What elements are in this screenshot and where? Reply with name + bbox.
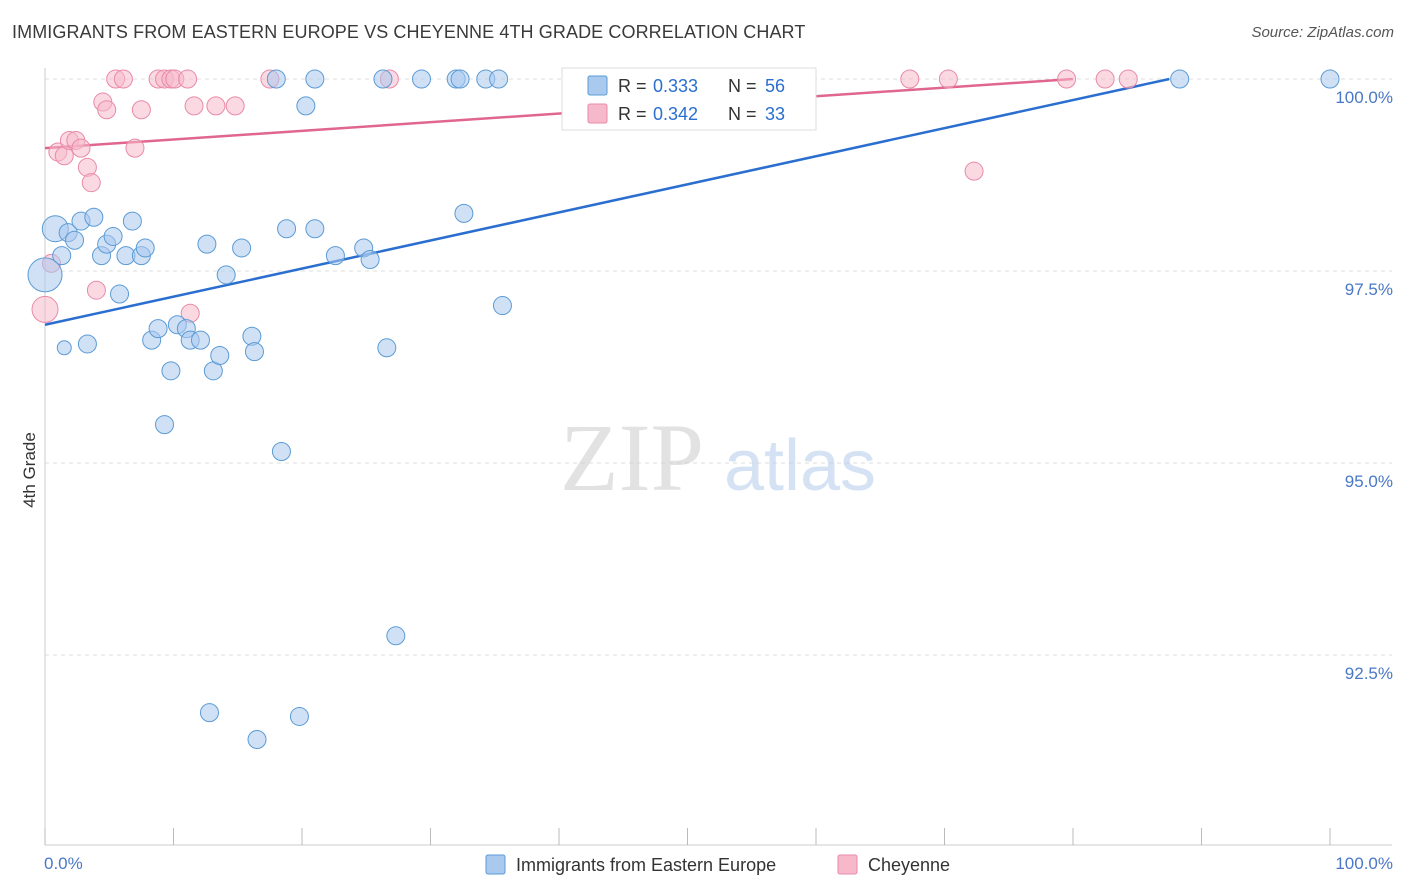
blue-point-5 [84,207,104,227]
source-label: Source: ZipAtlas.com [1251,24,1394,41]
pink-point-29 [1057,69,1077,89]
x-tick-label-1: 100.0% [1335,854,1393,873]
blue-point-9 [110,284,130,304]
pink-point-7 [81,173,101,193]
grid-lines [45,78,1392,656]
series-legend-label-1: Immigrants from Eastern Europe [516,855,776,875]
blue-point-42 [412,69,432,89]
blue-point-55 [56,340,72,356]
blue-point-17 [155,415,175,435]
blue-point-51 [199,703,219,723]
blue-point-31 [271,441,291,461]
x-tick-label-0: 0.0% [44,854,83,873]
pink-point-31 [1118,69,1138,89]
pink-point-13 [125,138,145,158]
pink-point-21 [184,96,204,116]
pink-point-8 [86,280,106,300]
watermark-zip: ZIP [560,404,704,511]
blue-point-45 [454,203,474,223]
pink-point-10 [97,100,117,120]
watermark: ZIP atlas [560,404,876,511]
pink-point-14 [131,100,151,120]
blue-point-23 [197,234,217,254]
pink-trend-line [44,77,1074,150]
chart-title: IMMIGRANTS FROM EASTERN EUROPE VS CHEYEN… [12,22,806,42]
blue-point-27 [232,238,252,258]
blue-point-48 [492,296,512,316]
legend-n-label-1: N = [728,76,757,96]
blue-point-8 [103,226,123,246]
blue-point-44 [450,69,470,89]
legend-n-value-1: 56 [765,76,785,96]
blue-point-54 [27,257,63,293]
blue-point-18 [161,361,181,381]
legend-r-value-2: 0.342 [653,104,698,124]
blue-point-32 [277,219,297,239]
blue-point-39 [373,69,393,89]
blue-point-16 [148,319,168,339]
blue-point-40 [377,338,397,358]
y-tick-label-0: 100.0% [1335,88,1393,107]
series-legend-swatch-pink [837,854,858,875]
blue-point-52 [247,729,267,749]
watermark-atlas: atlas [724,426,876,506]
blue-point-38 [360,249,380,269]
legend-n-label-2: N = [728,104,757,124]
blue-point-3 [65,230,85,250]
blue-point-30 [266,69,286,89]
pink-point-22 [206,96,226,116]
pink-point-27 [938,69,958,89]
blue-point-29 [244,342,264,362]
blue-point-49 [1170,69,1190,89]
legend-r-value-1: 0.333 [653,76,698,96]
pink-point-32 [31,295,59,323]
trend-lines [44,77,1170,326]
blue-point-53 [289,706,309,726]
legend-n-value-2: 33 [765,104,785,124]
blue-point-47 [489,69,509,89]
blue-point-22 [190,330,210,350]
pink-point-5 [71,138,91,158]
legend-swatch-pink [587,103,608,124]
blue-point-11 [122,211,142,231]
pink-point-30 [1095,69,1115,89]
data-points [27,69,1340,749]
blue-point-41 [386,626,406,646]
y-axis-label: 4th Grade [20,432,39,508]
legend-r-label-2: R = [618,104,647,124]
pink-point-28 [964,161,984,181]
series-legend: Immigrants from Eastern Europe Cheyenne [485,854,950,875]
tick-labels: 100.0% 97.5% 95.0% 92.5% 0.0% 100.0% [44,88,1393,873]
blue-trend-line [44,77,1170,326]
legend-swatch-blue [587,75,608,96]
axes [44,68,1392,846]
blue-point-33 [296,96,316,116]
y-tick-label-2: 95.0% [1345,472,1393,491]
blue-point-1 [52,246,72,266]
pink-point-19 [178,69,198,89]
series-legend-label-2: Cheyenne [868,855,950,875]
pink-point-26 [900,69,920,89]
series-legend-swatch-blue [485,854,506,875]
y-tick-label-1: 97.5% [1345,280,1393,299]
pink-point-23 [225,96,245,116]
pink-point-12 [113,69,133,89]
blue-point-34 [305,69,325,89]
y-tick-label-3: 92.5% [1345,664,1393,683]
blue-point-13 [135,238,155,258]
blue-point-35 [305,219,325,239]
blue-point-25 [210,345,230,365]
blue-point-14 [77,334,97,354]
blue-point-26 [216,265,236,285]
blue-point-50 [1320,69,1340,89]
blue-point-36 [325,246,345,266]
legend-r-label-1: R = [618,76,647,96]
stats-legend: R = 0.333 N = 56 R = 0.342 N = 33 [561,67,817,131]
